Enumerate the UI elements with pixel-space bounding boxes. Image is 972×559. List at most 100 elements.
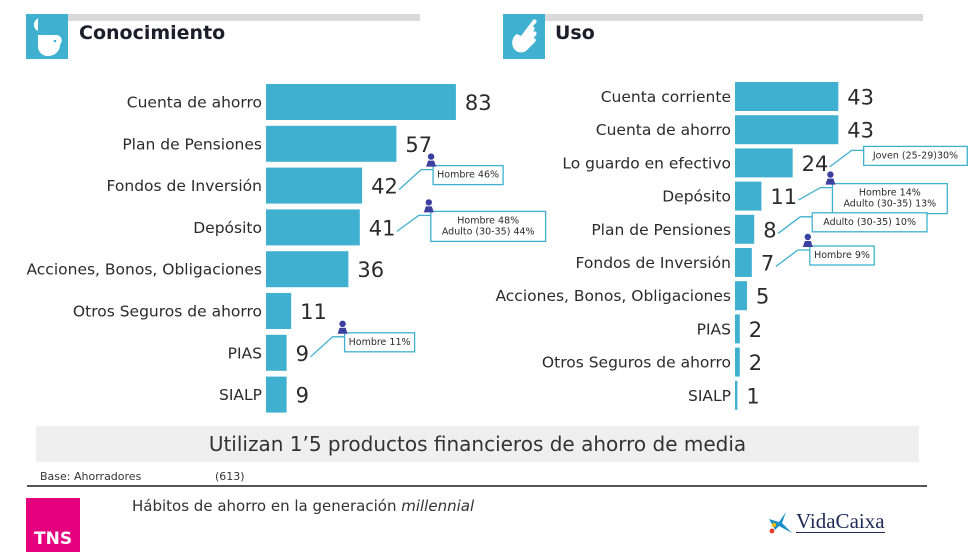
header-rule	[68, 14, 420, 21]
person-icon	[426, 160, 437, 167]
category-label: Cuenta corriente	[601, 88, 731, 106]
callout-text: Adulto (30-35) 10%	[823, 217, 916, 228]
summary-banner: Utilizan 1’5 productos financieros de ah…	[36, 426, 919, 462]
footer-title: Hábitos de ahorro en la generación mille…	[132, 497, 474, 515]
callout-box	[809, 245, 875, 266]
category-label: Plan de Pensiones	[591, 221, 731, 239]
category-label: Acciones, Bonos, Obligaciones	[495, 287, 731, 305]
person-icon	[802, 241, 813, 247]
pointing-hand-icon	[503, 14, 545, 59]
callout-line	[777, 216, 813, 234]
callout-text: Hombre 46%	[437, 170, 499, 181]
person-icon	[804, 233, 812, 241]
callout-text: Joven (25-29)30%	[872, 150, 958, 161]
callout-line	[775, 249, 810, 268]
vidacaixa-logo: VidaCaixa	[766, 508, 896, 536]
callout-text: Hombre 9%	[814, 250, 870, 261]
value-label: 7	[761, 252, 774, 276]
value-label: 5	[756, 285, 769, 309]
value-label: 9	[296, 384, 309, 408]
bar	[735, 148, 793, 178]
uso-header: Uso	[503, 14, 923, 59]
value-label: 2	[749, 351, 762, 375]
category-label: PIAS	[228, 344, 262, 362]
value-label: 43	[847, 86, 874, 110]
bar	[266, 376, 287, 413]
bar	[266, 84, 456, 120]
bar	[266, 209, 360, 246]
base-label: Base: Ahorradores	[40, 470, 142, 483]
bar	[266, 251, 349, 288]
callout-box	[811, 212, 928, 233]
bar	[735, 347, 740, 377]
callout-text: Adulto (30-35) 44%	[442, 226, 535, 237]
callout-box	[343, 332, 416, 353]
bar	[735, 214, 755, 244]
category-label: Otros Seguros de ahorro	[542, 354, 731, 372]
callout-box	[863, 145, 968, 167]
uso-title: Uso	[555, 22, 595, 44]
base-count: (613)	[215, 470, 245, 483]
bar	[735, 115, 839, 145]
category-label: Plan de Pensiones	[122, 135, 262, 153]
callout-text: Hombre 14%	[859, 188, 921, 199]
person-icon	[423, 206, 434, 213]
value-label: 41	[369, 216, 396, 240]
category-label: PIAS	[697, 320, 731, 338]
category-label: Cuenta de ahorro	[127, 94, 262, 112]
bar	[735, 380, 738, 410]
person-icon	[425, 199, 433, 206]
value-label: 42	[371, 175, 398, 199]
bar	[735, 281, 748, 311]
bar	[735, 248, 752, 277]
bar	[266, 293, 292, 329]
category-label: Fondos de Inversión	[107, 177, 262, 195]
category-label: Fondos de Inversión	[576, 254, 731, 272]
category-label: Depósito	[193, 219, 262, 237]
footer-divider	[27, 485, 927, 487]
value-label: 9	[296, 342, 309, 366]
header-rule	[545, 14, 923, 21]
value-label: 2	[749, 318, 762, 342]
tns-logo: TNS	[26, 498, 80, 552]
callout-box	[430, 210, 547, 243]
value-label: 36	[357, 258, 384, 282]
bar	[735, 314, 740, 344]
person-icon	[339, 320, 346, 327]
value-label: 83	[465, 91, 492, 115]
tns-logo-text: TNS	[34, 529, 73, 549]
callout-text: Adulto (30-35) 13%	[843, 199, 936, 210]
person-icon	[427, 153, 435, 160]
person-icon	[825, 178, 836, 185]
category-label: Otros Seguros de ahorro	[73, 303, 262, 321]
callout-line	[310, 336, 345, 358]
value-label: 11	[770, 185, 797, 209]
value-label: 43	[847, 119, 874, 143]
person-icon	[337, 327, 348, 334]
category-label: SIALP	[688, 387, 731, 405]
value-label: 8	[763, 218, 776, 242]
callout-text: Hombre 11%	[349, 337, 411, 348]
conocimiento-title: Conocimiento	[79, 22, 226, 44]
head-lightbulb-icon	[26, 14, 68, 59]
bar	[266, 167, 363, 204]
callout-text: Hombre 48%	[457, 215, 519, 226]
person-icon	[827, 171, 834, 178]
value-label: 24	[802, 152, 829, 176]
category-label: Depósito	[662, 188, 731, 206]
value-label: 57	[405, 133, 432, 157]
callout-line	[829, 149, 864, 168]
callout-box	[432, 164, 504, 186]
conocimiento-header: Conocimiento	[26, 14, 420, 59]
callout-line	[798, 186, 833, 201]
bar	[266, 125, 397, 162]
callout-line	[398, 168, 434, 191]
category-label: Lo guardo en efectivo	[562, 154, 731, 172]
bar	[735, 82, 839, 111]
callout-box	[831, 182, 948, 215]
value-label: 1	[746, 384, 759, 408]
category-label: SIALP	[219, 386, 262, 404]
category-label: Acciones, Bonos, Obligaciones	[26, 261, 262, 279]
bar	[735, 181, 762, 211]
